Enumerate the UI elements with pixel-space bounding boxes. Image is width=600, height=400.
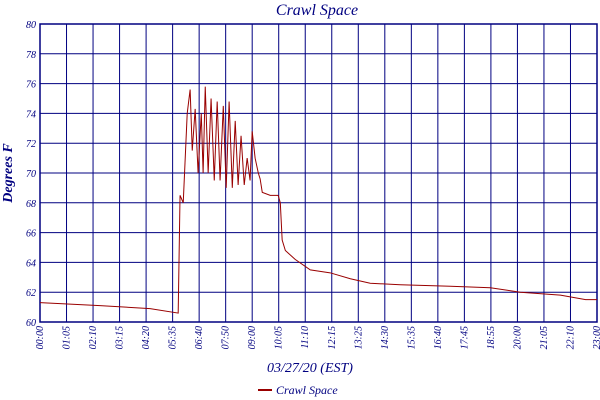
x-tick-label: 00:00 xyxy=(35,326,46,349)
y-tick-label: 74 xyxy=(26,109,36,120)
x-tick-label: 07:50 xyxy=(221,326,232,349)
x-tick-label: 10:05 xyxy=(274,326,285,349)
x-tick-label: 03:15 xyxy=(115,326,126,349)
y-tick-label: 72 xyxy=(26,139,36,150)
y-tick-label: 78 xyxy=(26,50,36,61)
x-tick-label: 16:40 xyxy=(433,326,444,349)
x-tick-label: 11:10 xyxy=(300,326,311,349)
x-tick-label: 05:35 xyxy=(168,326,179,349)
x-tick-label: 01:05 xyxy=(62,326,73,349)
y-tick-label: 64 xyxy=(26,258,36,269)
x-tick-label: 09:00 xyxy=(247,326,258,349)
x-axis-label: 03/27/20 (EST) xyxy=(267,361,353,376)
x-tick-label: 23:00 xyxy=(592,326,600,349)
y-tick-label: 66 xyxy=(26,229,36,240)
x-tick-label: 20:00 xyxy=(512,326,523,349)
y-axis-label: Degrees F xyxy=(1,143,16,204)
x-tick-label: 14:30 xyxy=(380,326,391,349)
x-tick-label: 06:40 xyxy=(194,326,205,349)
x-tick-label: 22:10 xyxy=(565,326,576,349)
x-tick-label: 12:15 xyxy=(327,326,338,349)
y-tick-label: 62 xyxy=(26,288,36,299)
data-line xyxy=(39,86,597,314)
y-tick-label: 80 xyxy=(26,20,36,31)
chart-title: Crawl Space xyxy=(276,2,358,19)
x-tick-label: 15:35 xyxy=(406,326,417,349)
y-tick-label: 60 xyxy=(26,318,36,329)
x-tick-label: 13:25 xyxy=(353,326,364,349)
x-tick-label: 02:10 xyxy=(88,326,99,349)
x-tick-label: 21:05 xyxy=(539,326,550,349)
plot-frame xyxy=(39,23,598,323)
x-tick-label: 04:20 xyxy=(141,326,152,349)
y-tick-label: 76 xyxy=(26,80,36,91)
x-tick-label: 18:55 xyxy=(486,326,497,349)
y-tick-label: 70 xyxy=(26,169,36,180)
y-tick-label: 68 xyxy=(26,199,36,210)
x-tick-label: 17:45 xyxy=(459,326,470,349)
legend-label: Crawl Space xyxy=(276,383,338,397)
